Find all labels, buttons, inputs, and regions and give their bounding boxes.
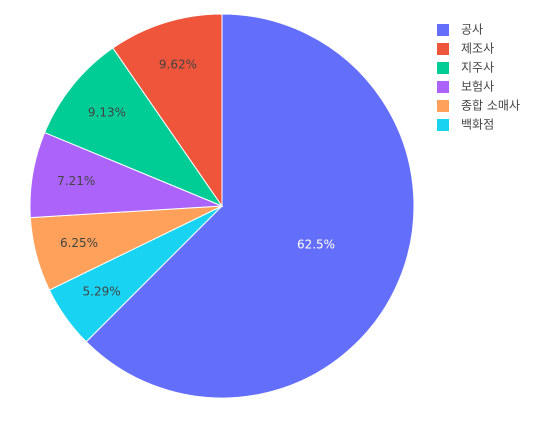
slice-label-백화점: 5.29% (83, 284, 121, 298)
legend-swatch-백화점 (437, 119, 449, 131)
legend-label-지주사: 지주사 (461, 61, 494, 75)
pie-slice-공사[interactable] (85, 13, 415, 399)
slice-label-지주사: 9.13% (88, 106, 126, 120)
legend-label-종합-소매사: 종합 소매사 (461, 99, 520, 113)
legend-item-백화점[interactable]: 백화점 (437, 118, 494, 132)
slice-label-종합-소매사: 6.25% (60, 236, 98, 250)
legend-item-제조사[interactable]: 제조사 (437, 42, 494, 56)
slice-label-공사: 62.5% (297, 237, 335, 251)
legend-swatch-공사 (437, 24, 449, 36)
legend-swatch-지주사 (437, 62, 449, 74)
legend-item-지주사[interactable]: 지주사 (437, 61, 494, 75)
legend-item-공사[interactable]: 공사 (437, 23, 483, 37)
legend-swatch-제조사 (437, 43, 449, 55)
legend-label-공사: 공사 (461, 23, 483, 37)
pie-slice-지주사[interactable] (43, 47, 224, 208)
slice-label-제조사: 9.62% (159, 57, 197, 71)
legend-swatch-종합-소매사 (437, 100, 449, 112)
pie-slices (29, 13, 415, 399)
legend-label-제조사: 제조사 (461, 42, 494, 56)
pie-slice-제조사[interactable] (112, 13, 223, 208)
legend-label-보험사: 보험사 (461, 80, 494, 94)
legend-label-백화점: 백화점 (461, 118, 494, 132)
legend-item-종합-소매사[interactable]: 종합 소매사 (437, 99, 520, 113)
pie-slice-labels: 62.5% 5.29% 6.25% 7.21% 9.13% 9.62% (57, 57, 335, 298)
slice-label-보험사: 7.21% (57, 174, 95, 188)
legend-swatch-보험사 (437, 81, 449, 93)
legend-item-보험사[interactable]: 보험사 (437, 80, 494, 94)
